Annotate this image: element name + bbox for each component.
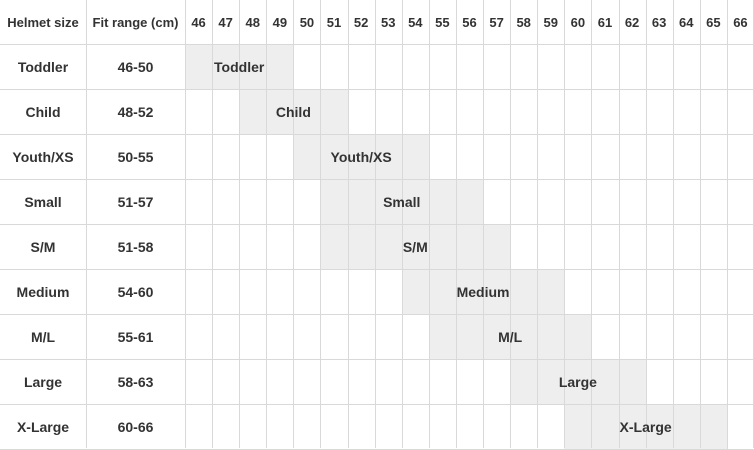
range-band-label: Medium [456, 283, 510, 300]
fit-range-value: 60-66 [117, 418, 154, 435]
fit-range-value: 50-55 [117, 148, 154, 165]
helmet-size-label: M/L [30, 328, 56, 345]
helmet-size-label: X-Large [16, 418, 70, 435]
grid-line [0, 404, 754, 405]
size-column-header: Helmet size [7, 14, 79, 30]
circumference-header: 55 [435, 14, 450, 30]
circumference-header: 56 [462, 14, 477, 30]
range-band-label: Toddler [214, 58, 265, 75]
circumference-header: 47 [218, 14, 233, 30]
grid-line [0, 224, 754, 225]
fit-range-value: 51-58 [117, 238, 154, 255]
range-band [510, 360, 647, 404]
grid-line [0, 89, 754, 90]
range-band-label: Child [275, 103, 311, 120]
range-band-label: Small [383, 193, 421, 210]
helmet-size-label: Medium [16, 283, 70, 300]
circumference-header: 60 [570, 14, 586, 30]
fit-range-value: 54-60 [117, 283, 154, 300]
circumference-header: 48 [245, 14, 260, 30]
circumference-header: 65 [706, 14, 721, 30]
grid-line [0, 269, 754, 270]
helmet-size-label: Toddler [17, 58, 69, 75]
helmet-size-label: Youth/XS [12, 148, 74, 165]
range-band-label: X-Large [619, 418, 672, 435]
grid-line [0, 134, 754, 135]
range-band-label: S/M [402, 238, 428, 255]
fit-range-value: 48-52 [117, 103, 154, 120]
circumference-header: 52 [353, 14, 369, 30]
helmet-size-label: Child [25, 103, 61, 120]
fit-range-value: 55-61 [117, 328, 154, 345]
circumference-header: 54 [408, 14, 423, 30]
range-band [320, 225, 512, 269]
range-band-label: Large [558, 373, 597, 390]
circumference-header: 62 [624, 14, 640, 30]
circumference-header: 50 [299, 14, 315, 30]
grid-line [0, 359, 754, 360]
range-band-label: Youth/XS [330, 148, 392, 165]
grid-line [0, 314, 754, 315]
circumference-header: 57 [489, 14, 504, 30]
grid-line [0, 44, 754, 45]
grid-line [0, 179, 754, 180]
circumference-header: 61 [597, 14, 613, 30]
helmet-size-label: S/M [30, 238, 56, 255]
circumference-header: 46 [191, 14, 206, 30]
fit-range-value: 46-50 [117, 58, 154, 75]
range-column-header: Fit range (cm) [92, 14, 179, 30]
circumference-header: 63 [651, 14, 667, 30]
circumference-header: 51 [326, 14, 342, 30]
circumference-header: 59 [543, 14, 559, 30]
helmet-size-label: Large [23, 373, 63, 390]
circumference-header: 64 [679, 14, 694, 30]
circumference-header: 58 [516, 14, 531, 30]
circumference-header: 66 [733, 14, 748, 30]
fit-range-value: 58-63 [117, 373, 154, 390]
circumference-header: 53 [380, 14, 396, 30]
helmet-size-label: Small [24, 193, 62, 210]
circumference-header: 49 [272, 14, 288, 30]
range-band-label: M/L [498, 328, 523, 345]
range-band [293, 135, 430, 179]
fit-range-value: 51-57 [117, 193, 154, 210]
